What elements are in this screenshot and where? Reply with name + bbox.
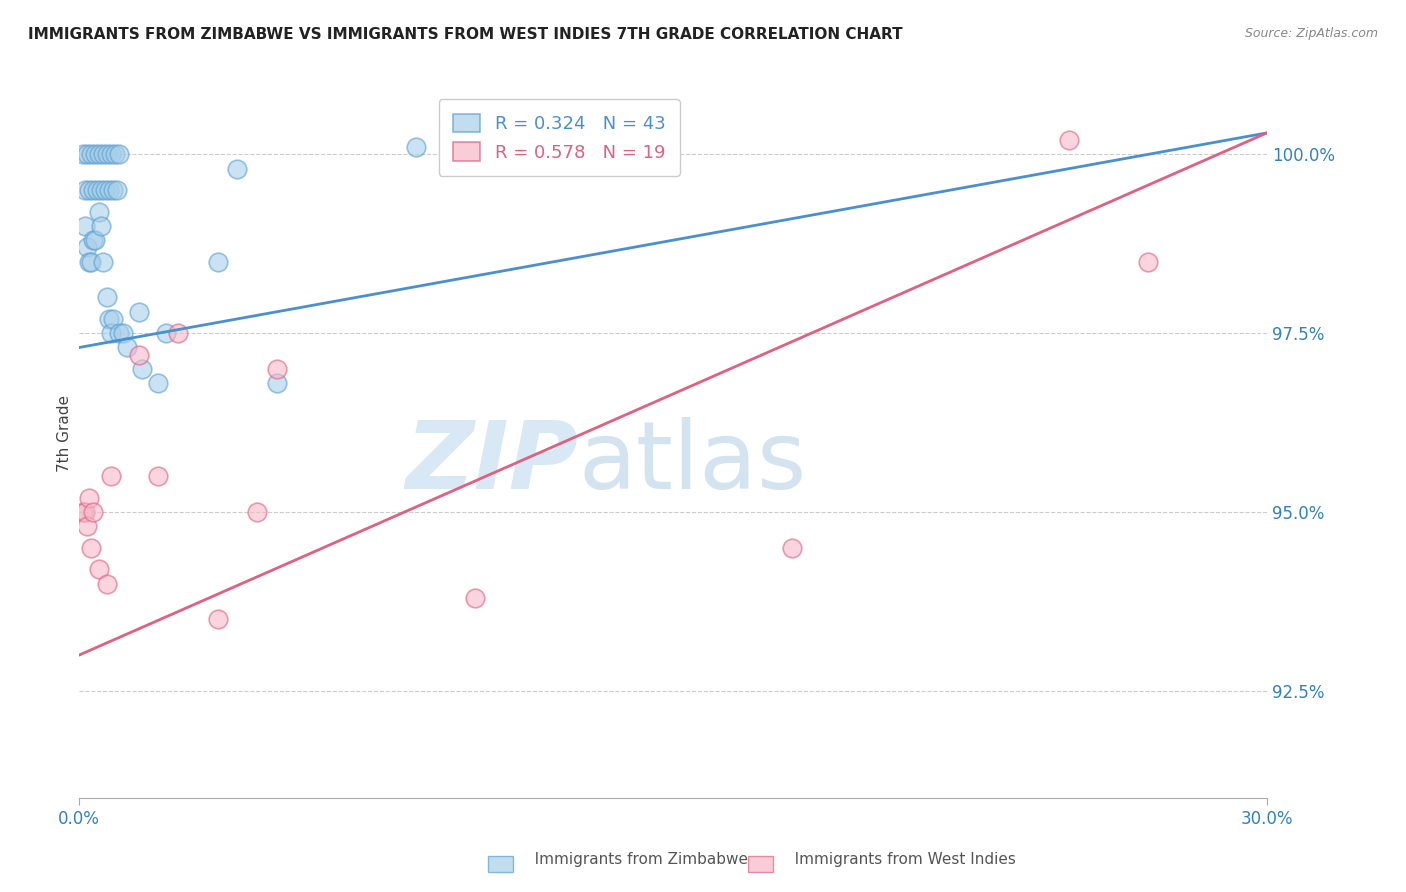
- Point: [82, 233, 104, 247]
- Text: Source: ZipAtlas.com: Source: ZipAtlas.com: [1244, 27, 1378, 40]
- Point: [167, 326, 190, 341]
- Point: [76, 519, 98, 533]
- Point: [76, 147, 98, 161]
- Point: [96, 576, 118, 591]
- Point: [104, 147, 127, 161]
- Text: ZIP: ZIP: [405, 417, 578, 508]
- Point: [107, 147, 129, 161]
- Text: IMMIGRANTS FROM ZIMBABWE VS IMMIGRANTS FROM WEST INDIES 7TH GRADE CORRELATION CH: IMMIGRANTS FROM ZIMBABWE VS IMMIGRANTS F…: [28, 27, 903, 42]
- Point: [84, 147, 107, 161]
- Point: [131, 362, 153, 376]
- Point: [96, 147, 118, 161]
- Point: [128, 304, 150, 318]
- Point: [86, 183, 108, 197]
- Point: [75, 183, 97, 197]
- Point: [76, 240, 98, 254]
- Text: Immigrants from Zimbabwe: Immigrants from Zimbabwe: [520, 852, 748, 867]
- Point: [780, 541, 803, 555]
- Point: [148, 469, 170, 483]
- Point: [96, 290, 118, 304]
- Text: Immigrants from West Indies: Immigrants from West Indies: [780, 852, 1017, 867]
- Y-axis label: 7th Grade: 7th Grade: [58, 395, 72, 472]
- Legend: R = 0.324   N = 43, R = 0.578   N = 19: R = 0.324 N = 43, R = 0.578 N = 19: [439, 99, 679, 176]
- Point: [207, 254, 229, 268]
- Point: [90, 183, 112, 197]
- Point: [266, 376, 288, 391]
- Point: [155, 326, 177, 341]
- Point: [1137, 254, 1160, 268]
- Point: [107, 326, 129, 341]
- Point: [90, 219, 112, 233]
- Point: [80, 254, 103, 268]
- Point: [101, 311, 124, 326]
- Point: [72, 147, 94, 161]
- Point: [82, 505, 104, 519]
- Point: [75, 219, 97, 233]
- Point: [97, 311, 120, 326]
- Point: [266, 362, 288, 376]
- Text: atlas: atlas: [578, 417, 806, 508]
- Point: [1057, 133, 1080, 147]
- Point: [105, 183, 128, 197]
- Point: [101, 183, 124, 197]
- Point: [246, 505, 269, 519]
- Point: [148, 376, 170, 391]
- Point: [405, 140, 427, 154]
- Point: [77, 491, 100, 505]
- Point: [87, 147, 110, 161]
- Point: [87, 204, 110, 219]
- Point: [115, 341, 138, 355]
- Point: [77, 183, 100, 197]
- Point: [207, 612, 229, 626]
- Point: [100, 469, 122, 483]
- Point: [82, 183, 104, 197]
- Point: [72, 505, 94, 519]
- Point: [91, 254, 114, 268]
- Point: [94, 183, 117, 197]
- Point: [464, 591, 486, 605]
- Point: [77, 254, 100, 268]
- Point: [111, 326, 134, 341]
- Point: [75, 505, 97, 519]
- Point: [80, 147, 103, 161]
- Point: [91, 147, 114, 161]
- Point: [226, 161, 249, 176]
- Point: [100, 147, 122, 161]
- Point: [84, 233, 107, 247]
- Point: [100, 326, 122, 341]
- Point: [80, 541, 103, 555]
- Point: [97, 183, 120, 197]
- Point: [128, 348, 150, 362]
- Point: [87, 562, 110, 576]
